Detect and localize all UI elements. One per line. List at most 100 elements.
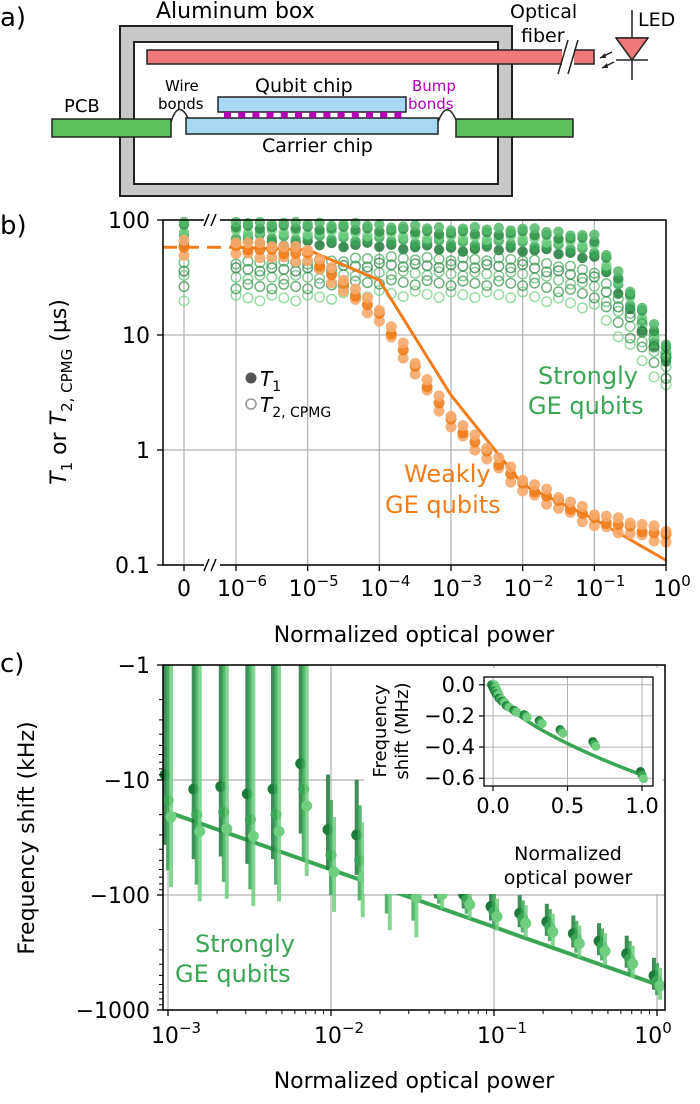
weak-t1-point bbox=[326, 262, 338, 274]
y-tick-label: −100 bbox=[90, 884, 150, 909]
strong-t2-point bbox=[541, 266, 553, 278]
weak-t1-point bbox=[242, 237, 254, 249]
legend-t2-marker bbox=[245, 398, 257, 410]
frequency-point bbox=[301, 800, 313, 812]
wire-bond-left bbox=[170, 108, 189, 123]
strong-t2-point bbox=[314, 291, 326, 303]
weak-t1-point bbox=[326, 277, 338, 289]
weak-t1-point bbox=[290, 240, 302, 252]
strong-t1-point bbox=[326, 220, 337, 231]
strong-t2-point bbox=[576, 288, 588, 300]
strong-t2-point bbox=[445, 286, 457, 298]
strong-t2-point bbox=[636, 341, 648, 353]
strong-t2-point bbox=[266, 262, 278, 274]
frequency-point bbox=[520, 917, 532, 929]
weak-t1-point bbox=[505, 476, 517, 488]
panel-b-y-ticks: 100 10 1 0.1 bbox=[108, 209, 163, 579]
weak-t1-point bbox=[266, 241, 278, 253]
strong-t2-point bbox=[469, 277, 481, 289]
strong-t2-point bbox=[409, 285, 421, 297]
fiber-break-gap bbox=[562, 45, 574, 69]
panel-c-frame bbox=[162, 664, 666, 1011]
weak-t1-point bbox=[373, 315, 385, 327]
x-tick-label: 10−2 bbox=[314, 1019, 364, 1049]
panel-b-label: b) bbox=[0, 211, 27, 241]
strong-t2-point bbox=[397, 252, 409, 264]
y-tick-label: 10 bbox=[122, 324, 150, 349]
x-tick-label: 100 bbox=[634, 1019, 672, 1049]
strong-t2-point bbox=[349, 252, 361, 264]
axis-break-mark bbox=[203, 558, 210, 572]
inset-y-tick-label: 0.0 bbox=[442, 673, 475, 697]
strong-t2-point bbox=[397, 265, 409, 277]
weak-t1-point bbox=[385, 321, 397, 333]
strong-t1-point bbox=[636, 312, 648, 324]
x-tick-label: 0 bbox=[177, 577, 191, 602]
strong-t2-point bbox=[624, 307, 636, 319]
strong-t2-point bbox=[588, 292, 600, 304]
bump-bond bbox=[366, 112, 373, 118]
strong-t2-point bbox=[314, 277, 326, 290]
weak-t1-point bbox=[338, 285, 349, 297]
frequency-point bbox=[547, 926, 559, 938]
weak-t1-point bbox=[361, 292, 373, 304]
axis-break-mark bbox=[210, 558, 217, 572]
strong-t2-point bbox=[493, 289, 505, 301]
strong-t1-point bbox=[636, 302, 648, 314]
frequency-point bbox=[491, 911, 503, 923]
frequency-point bbox=[599, 945, 611, 957]
strong-t2-point bbox=[636, 318, 648, 330]
inset-y-tick-label: −0.4 bbox=[424, 735, 475, 759]
carrier-chip bbox=[185, 117, 439, 135]
strong-t2-point bbox=[648, 341, 660, 353]
x-tick-label: 10−4 bbox=[360, 572, 410, 602]
strong-t2-point bbox=[505, 262, 517, 274]
legend-t1-label: T1 bbox=[260, 367, 281, 395]
frequency-point bbox=[573, 937, 585, 949]
weak-t1-point bbox=[254, 252, 266, 264]
strong-t2-point bbox=[254, 295, 266, 307]
weak-annotation-2: GE qubits bbox=[385, 491, 501, 519]
strong-t2-point bbox=[373, 257, 385, 269]
strong-t2-point bbox=[230, 258, 242, 270]
panel-c-annotation-2: GE qubits bbox=[175, 960, 291, 988]
axis-break-marks bbox=[203, 213, 220, 572]
strong-t2-point bbox=[541, 270, 553, 282]
weak-t1-point bbox=[553, 502, 564, 514]
strong-annotation-2: GE qubits bbox=[528, 392, 644, 420]
strong-t2-point bbox=[254, 280, 266, 293]
y-tick-label: −1000 bbox=[76, 999, 150, 1024]
qubit-chip-label: Qubit chip bbox=[255, 75, 353, 97]
strong-t2-point bbox=[361, 276, 373, 289]
weak-t1-point bbox=[290, 255, 302, 267]
strong-t2-point bbox=[433, 253, 445, 265]
strong-t2-point bbox=[517, 259, 529, 271]
bump-bonds-label-2: bonds bbox=[408, 95, 454, 113]
strong-t2-point bbox=[469, 266, 481, 278]
strong-t1-point bbox=[565, 244, 576, 255]
strong-t2-point bbox=[278, 278, 290, 290]
strong-t2-point bbox=[266, 289, 278, 301]
strong-t1-point bbox=[178, 216, 190, 228]
strong-t1-point bbox=[577, 229, 588, 241]
strong-t1-point bbox=[302, 218, 313, 230]
led-label: LED bbox=[638, 9, 675, 31]
strong-t1-point bbox=[290, 216, 301, 228]
strong-t2-point bbox=[600, 301, 612, 313]
strong-t1-point bbox=[517, 233, 528, 245]
wire-bonds-label-2: bonds bbox=[158, 95, 204, 113]
bump-bond bbox=[238, 112, 246, 118]
weak-t1-point bbox=[517, 474, 529, 486]
inset-point bbox=[537, 719, 547, 729]
strong-t2-point bbox=[421, 275, 433, 287]
x-tick-label: 10−1 bbox=[477, 1019, 527, 1049]
weak-t1-point bbox=[349, 283, 361, 295]
fiber-label-line2: fiber bbox=[521, 25, 565, 47]
strong-t2-point bbox=[648, 345, 660, 358]
frequency-point bbox=[410, 891, 422, 903]
inset-y-ticks: 0.0 −0.2 −0.4 −0.6 bbox=[424, 673, 484, 790]
strong-t2-point bbox=[612, 305, 624, 317]
strong-t1-point bbox=[624, 300, 636, 311]
strong-t2-point bbox=[254, 265, 266, 277]
strong-t1-point bbox=[481, 224, 493, 235]
